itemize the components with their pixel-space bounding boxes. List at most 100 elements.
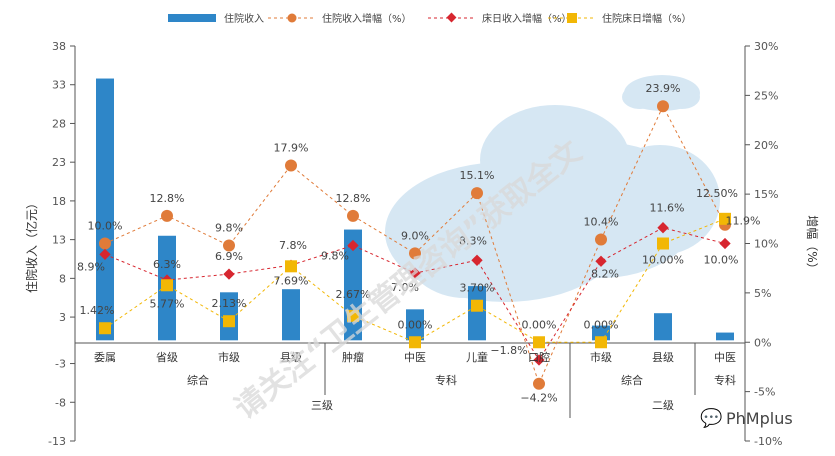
revenue-growth-point [285, 159, 297, 172]
category-label: 省级 [156, 351, 178, 364]
right-axis-title: 增幅（%） [805, 215, 820, 274]
left-tick-label: 3 [59, 311, 66, 324]
bar-中医 [406, 309, 424, 341]
bedday-revenue-point [409, 267, 421, 279]
data-label: −1.8% [490, 344, 527, 357]
data-label: 8.3% [459, 234, 487, 247]
group-separators [74, 343, 696, 418]
category-labels: 委属 省级 市级 县级 肿瘤 中医 儿童 口腔 市级 县级 中医 [94, 350, 736, 364]
category-label: 市级 [218, 350, 240, 364]
data-label: 10.00% [642, 254, 684, 267]
data-label: 6.3% [153, 258, 181, 271]
bedday-revenue-point [595, 255, 607, 267]
data-label: 2.67% [336, 288, 371, 301]
group-label-level2: 专科 [435, 373, 457, 387]
data-label: 3.70% [460, 282, 495, 295]
bed-days-point [99, 322, 111, 335]
right-tick-label: -10% [754, 435, 782, 448]
left-tick-label: 18 [52, 195, 66, 208]
left-tick-label: 8 [59, 272, 66, 285]
data-label: 5.77% [150, 297, 185, 310]
bar-中医 [716, 332, 734, 341]
group-label-level1: 二级 [652, 399, 674, 412]
legend-label-revenue-growth: 住院收入增幅（%） [322, 12, 412, 25]
data-label: 7.8% [279, 239, 307, 252]
category-label: 县级 [280, 351, 302, 364]
data-label: 8.2% [591, 267, 619, 280]
legend-swatch-bar [168, 14, 216, 22]
bed-days-point [347, 309, 359, 322]
brand-name: PhMplus [726, 409, 793, 428]
left-tick-label: -13 [48, 435, 66, 448]
bed-days-point [657, 237, 669, 250]
bed-days-point [285, 260, 297, 273]
data-label: 12.50% [696, 187, 738, 200]
left-axis-title: 住院收入（亿元） [24, 197, 39, 293]
right-tick-label: 25% [754, 89, 778, 102]
data-label: 12.8% [150, 192, 185, 205]
data-label: 1.42% [80, 304, 115, 317]
right-tick-label: -5% [754, 386, 775, 399]
revenue-growth-point [223, 239, 235, 252]
data-label: 9.8% [321, 249, 349, 262]
data-label: 9.0% [401, 229, 429, 242]
right-tick-label: 20% [754, 139, 778, 152]
data-label: 11.6% [650, 202, 685, 215]
data-label: 7.0% [391, 281, 419, 294]
legend-swatch-bed-days [567, 13, 577, 23]
bed-days-point [595, 336, 607, 349]
left-tick-label: 28 [52, 117, 66, 130]
bedday-revenue-point [347, 239, 359, 252]
revenue-growth-point [657, 100, 669, 113]
bar-县级 [654, 313, 672, 341]
data-label: 12.8% [336, 192, 371, 205]
legend-swatch-bedday-revenue [446, 12, 457, 23]
bed-days-point [533, 336, 545, 349]
category-label: 口腔 [528, 350, 550, 364]
bedday-revenue-point [223, 268, 235, 280]
group-label-level2: 综合 [187, 373, 209, 387]
revenue-growth-point [533, 377, 545, 390]
data-label: 0.00% [522, 318, 557, 331]
data-label: 0.00% [584, 318, 619, 331]
bedday-revenue-point [471, 254, 483, 266]
bed-days-point [223, 315, 235, 328]
data-label: 10.0% [704, 254, 739, 267]
data-labels: 10.0% 12.8% 9.8% 17.9% 12.8% 9.0% 15.1% −4.2% 10… [77, 82, 760, 404]
bedday-revenue-point [719, 237, 731, 250]
data-label: 10.0% [88, 220, 123, 233]
left-tick-label: 38 [52, 40, 66, 53]
right-tick-label: 5% [754, 287, 771, 300]
category-label: 中医 [404, 351, 426, 364]
data-label: −4.2% [520, 392, 557, 405]
data-label: 6.9% [215, 250, 243, 263]
legend-label-revenue: 住院收入 [224, 12, 264, 25]
bed-days-point [161, 279, 173, 292]
legend-swatch-revenue-growth [287, 13, 297, 23]
bar-儿童 [468, 286, 486, 341]
revenue-growth-point [347, 209, 359, 222]
revenue-growth-point [99, 237, 111, 250]
category-label: 儿童 [466, 350, 488, 364]
bed-days-point [409, 336, 421, 349]
bed-days-point [719, 212, 731, 225]
data-label: 17.9% [274, 141, 309, 154]
data-label: 2.13% [212, 297, 247, 310]
bedday-revenue-point [533, 354, 545, 366]
data-label: 8.9% [77, 260, 105, 273]
data-label: 7.69% [274, 274, 309, 287]
revenue-growth-point [409, 247, 421, 260]
category-label: 市级 [590, 350, 612, 364]
left-tick-label: -3 [55, 358, 66, 371]
data-label: 9.8% [215, 221, 243, 234]
group-label-level1: 三级 [311, 399, 333, 412]
data-label: 0.00% [398, 318, 433, 331]
right-tick-label: 30% [754, 40, 778, 53]
category-label: 中医 [714, 351, 736, 364]
data-label: 15.1% [460, 169, 495, 182]
legend-label-bedday-revenue: 床日收入增幅（%） [482, 12, 572, 25]
bed-days-point [471, 299, 483, 312]
revenue-growth-point [595, 233, 607, 246]
bar-县级 [282, 289, 300, 341]
